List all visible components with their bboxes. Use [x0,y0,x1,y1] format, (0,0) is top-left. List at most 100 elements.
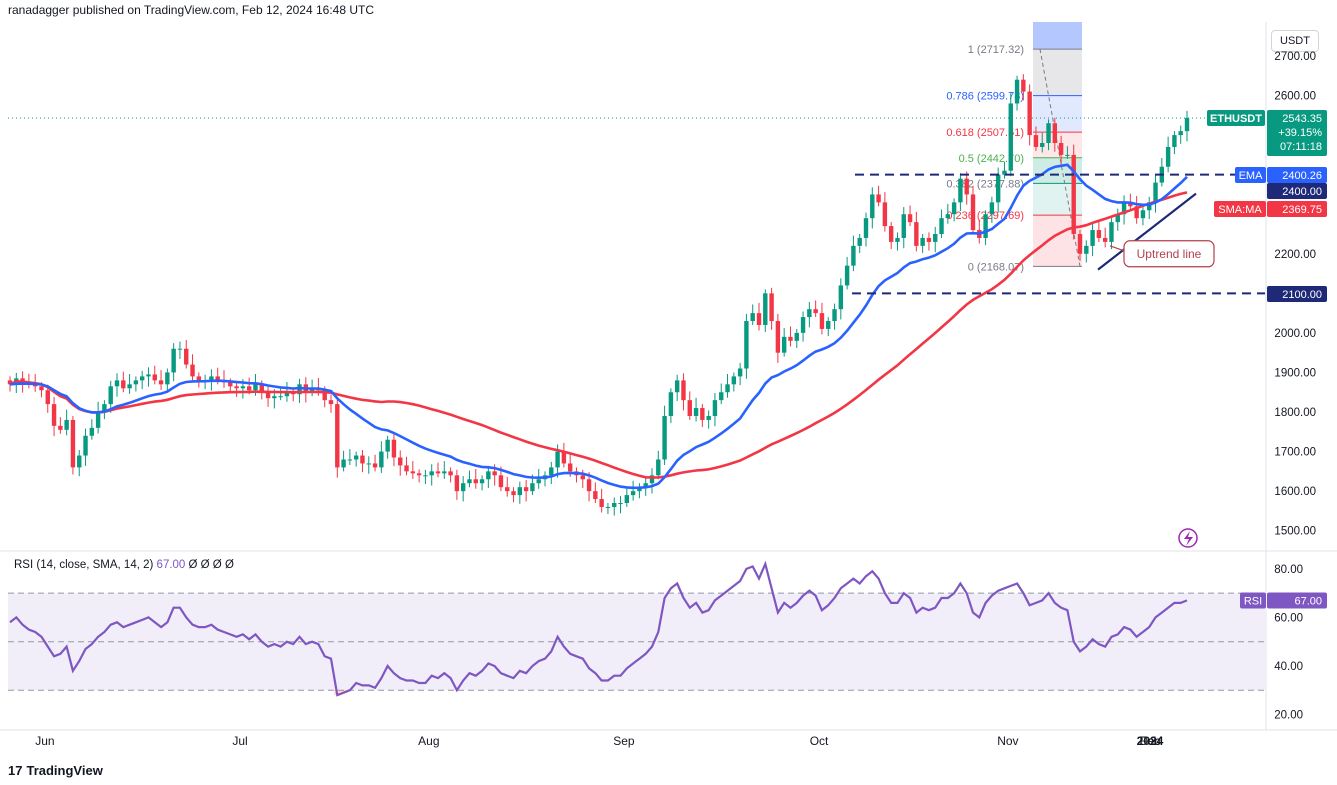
candle-body [177,348,183,350]
sma-50-line [9,191,1188,479]
candle-body [1077,234,1083,254]
candle-body [89,427,95,436]
candle-body [1002,170,1007,175]
fib-level-label: 1 (2717.32) [968,44,1024,56]
candle-body [347,459,353,461]
candle-body [844,265,850,286]
candle-body [1084,245,1089,254]
price-axis-label: 2700.00 [1274,51,1316,63]
candle-body [322,390,327,401]
candle-body [265,392,271,399]
annotation-pointer [1109,245,1125,252]
price-axis-label: 1800.00 [1274,407,1316,419]
candle-body [681,380,686,401]
candle-body [1027,91,1032,136]
candle-body [1033,135,1039,147]
candle-body [20,378,25,383]
candle-body [473,479,478,484]
lightning-icon [1178,528,1198,548]
candle-body [1134,206,1139,219]
candle-body [246,386,252,391]
candle-body [920,237,925,246]
candle-body [945,214,951,219]
candle-body [719,392,724,401]
tradingview-logo-icon: 17 [8,763,23,778]
indicator-tag [1235,167,1266,183]
fib-zone [1033,49,1082,96]
time-axis-label: 2024 [1137,734,1164,748]
candle-body [838,285,844,310]
ema-value: 2400.26 [155,49,197,61]
price-axis-label: 1500.00 [1274,526,1316,538]
candle-body [479,479,485,484]
candle-body [467,479,472,484]
candle-body [127,384,132,389]
candle-body [643,483,648,488]
candle-body [1153,182,1158,203]
candle-body [64,419,69,430]
rsi-value: 67.00 [156,559,186,571]
countdown-timer: 07:11:18 [1280,141,1322,153]
candle-body [1008,103,1013,171]
rsi-tag [1240,592,1266,609]
candle-body [857,237,862,246]
fib-zone [1033,95,1082,133]
price-axis-label: 2000.00 [1274,328,1316,340]
candle-body [668,392,674,416]
candle-body [58,425,63,430]
candle-body [863,218,869,238]
time-axis-label: Oct [810,734,829,748]
candle-body [341,459,346,468]
candle-body [964,178,969,195]
candle-body [45,390,50,405]
rsi-tag-label: RSI [1244,595,1262,607]
currency-button[interactable]: USDT [1271,30,1319,52]
candle-body [278,396,283,398]
candle-body [505,487,510,492]
tradingview-brand[interactable]: 17 TradingView [8,763,103,778]
candle-body [907,214,913,223]
symbol-label[interactable]: Ethereum / TetherUS, 1D, BINANCE [14,33,200,45]
candle-body [146,374,151,377]
candle-body [102,404,107,413]
fib-trend-line [1039,49,1081,267]
sma-value: 2369.75 [155,65,197,77]
candle-body [567,463,573,472]
price-tag [1267,286,1327,302]
sma-legend[interactable]: SMA (50, close, 0, SMA, 5) 2369.75 [14,65,197,77]
rsi-axis-label: 60.00 [1274,612,1303,624]
ema-legend[interactable]: EMA (20, close, 0, SMA, 5) 2400.26 [14,49,197,61]
candle-body [656,459,661,476]
candle-body [454,475,460,492]
candle-body [14,378,19,385]
candle-body [819,313,825,329]
candle-body [813,309,818,314]
time-axis-label: Jun [35,734,54,748]
rsi-legend[interactable]: RSI (14, close, SMA, 14, 2) 67.00 Ø Ø Ø … [14,559,234,571]
lightning-glyph-icon [1184,531,1193,546]
price-tag-value: 2369.75 [1282,204,1322,216]
candle-body [7,380,13,385]
candle-body [1147,202,1152,211]
candle-body [731,376,737,385]
symbol-legend: Ethereum / TetherUS, 1D, BINANCE O2507.2… [14,33,500,45]
annotation-text: Uptrend line [1137,247,1202,261]
candle-body [391,439,397,458]
candle-body [372,463,378,468]
price-axis-label: 2200.00 [1274,249,1316,261]
fib-level-label: 0.382 (2377.88) [946,178,1024,190]
candle-body [1021,79,1026,92]
candle-body [171,348,176,373]
candle-body [215,376,220,381]
candle-body [303,384,309,393]
candle-body [983,214,988,238]
rsi-oversold-fill [340,690,347,693]
candle-body [674,380,680,393]
candle-body [788,336,793,341]
candle-body [77,455,82,468]
candle-body [599,499,604,507]
candle-body [272,396,277,399]
last-price-change: +39.15% [1278,127,1322,139]
candle-body [39,386,44,391]
